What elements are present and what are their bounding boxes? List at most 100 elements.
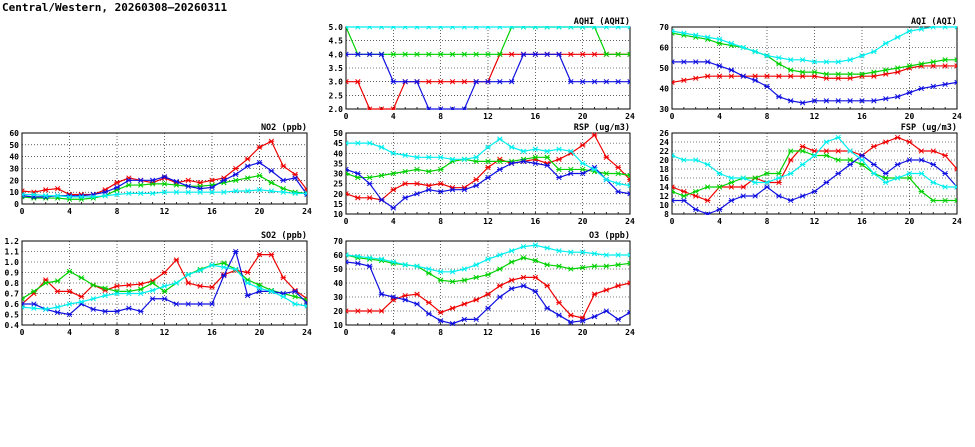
data-point — [579, 264, 586, 271]
data-point — [681, 188, 687, 195]
data-point — [823, 148, 830, 154]
data-point — [692, 188, 699, 195]
data-point — [532, 146, 539, 152]
data-point — [149, 296, 156, 302]
data-point — [497, 51, 503, 57]
data-point — [716, 40, 723, 47]
data-point — [544, 148, 550, 154]
data-point — [894, 65, 901, 71]
data-point — [627, 309, 630, 316]
data-point — [268, 138, 275, 144]
data-point — [615, 26, 621, 30]
x-tick-label: 12 — [160, 328, 170, 337]
x-tick-label: 16 — [857, 112, 867, 121]
data-point — [449, 269, 456, 275]
data-point — [544, 162, 550, 169]
data-point — [473, 182, 479, 189]
data-point — [627, 280, 630, 286]
data-point — [787, 57, 794, 63]
data-point — [520, 26, 527, 30]
data-point — [256, 159, 263, 166]
data-point — [473, 79, 479, 85]
data-point — [918, 85, 925, 92]
data-point — [173, 257, 180, 263]
x-tick-label: 20 — [578, 328, 588, 337]
y-tick-label: 3.0 — [329, 78, 344, 87]
data-point — [716, 206, 723, 213]
data-point — [556, 156, 562, 162]
data-point — [591, 313, 598, 320]
data-point — [292, 175, 298, 181]
data-point — [532, 51, 539, 57]
data-point — [346, 51, 349, 57]
data-point — [615, 164, 621, 171]
data-point — [378, 144, 385, 150]
x-tick-label: 12 — [160, 207, 170, 216]
data-point — [508, 79, 515, 85]
data-point — [90, 282, 97, 288]
x-tick-label: 24 — [952, 217, 962, 226]
data-point — [591, 166, 598, 173]
data-point — [256, 251, 263, 258]
x-tick-label: 8 — [438, 112, 443, 121]
data-point — [603, 51, 610, 57]
y-tick-label: 0.6 — [5, 300, 20, 309]
chart-aqhi: 2.0 2.5 3.0 3.5 4.0 4.5 5.0 0 4 8 12 16 20 24 AQHI (AQ… — [329, 17, 635, 121]
data-point — [473, 154, 479, 160]
data-point — [752, 175, 758, 181]
data-point — [390, 294, 397, 300]
data-point — [918, 157, 925, 163]
y-tick-label: 20 — [333, 190, 343, 199]
data-point — [603, 79, 610, 85]
data-point — [102, 193, 108, 199]
data-point — [811, 188, 818, 195]
data-point — [449, 26, 456, 30]
data-point — [378, 256, 385, 262]
y-tick-label: 4.0 — [329, 50, 344, 59]
data-point — [402, 180, 408, 187]
y-tick-label: 50 — [333, 265, 343, 274]
data-point — [244, 280, 251, 286]
chart-title: AQHI (AQHI) — [574, 17, 630, 27]
data-point — [114, 184, 120, 191]
data-point — [197, 189, 203, 195]
data-point — [414, 191, 420, 197]
data-point — [355, 170, 361, 177]
series-group — [672, 26, 957, 106]
data-point — [918, 148, 925, 154]
data-point — [292, 288, 298, 295]
data-point — [882, 96, 889, 102]
page-title: Central/Western, 20260308–20260311 — [2, 1, 228, 14]
x-tick-label: 0 — [20, 328, 25, 337]
y-tick-label: 16 — [659, 174, 669, 183]
data-point — [799, 100, 806, 106]
data-point — [390, 150, 397, 156]
data-point — [799, 143, 806, 150]
data-point — [954, 79, 957, 86]
data-point — [268, 180, 275, 186]
x-tick-label: 16 — [857, 217, 867, 226]
series-line-1 — [22, 140, 307, 196]
data-point — [437, 106, 444, 110]
data-point — [942, 152, 948, 159]
data-point — [473, 274, 479, 281]
data-point — [497, 136, 503, 142]
data-point — [954, 197, 957, 204]
data-point — [544, 305, 550, 311]
data-point — [268, 168, 275, 174]
data-point — [811, 73, 818, 79]
data-point — [835, 148, 842, 154]
data-point — [859, 53, 865, 59]
data-point — [449, 106, 456, 110]
y-tick-label: 50 — [659, 64, 669, 73]
chart-title: RSP (ug/m3) — [574, 123, 630, 133]
data-point — [414, 180, 420, 187]
data-point — [672, 197, 675, 204]
data-point — [426, 187, 432, 193]
data-point — [930, 161, 937, 168]
data-point — [355, 79, 361, 85]
data-point — [615, 79, 621, 85]
data-point — [615, 283, 621, 289]
